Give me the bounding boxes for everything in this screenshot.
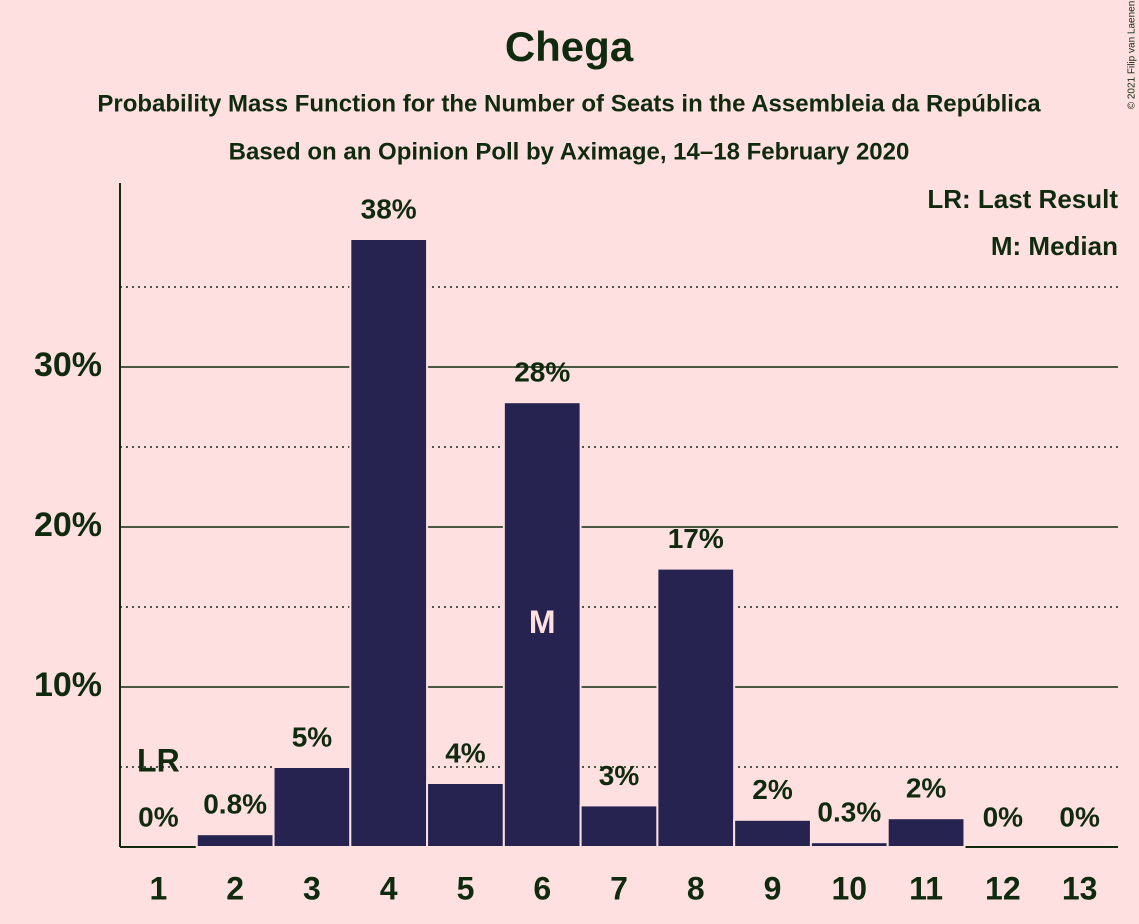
x-tick-label: 9 (764, 870, 782, 906)
chart-subtitle: Based on an Opinion Poll by Aximage, 14–… (229, 138, 910, 165)
value-label: 3% (599, 760, 640, 791)
value-label: 2% (752, 774, 793, 805)
bar (809, 841, 889, 849)
value-label: 0.3% (817, 797, 881, 828)
copyright: © 2021 Filip van Laenen (1127, 1, 1138, 110)
y-tick-label: 30% (34, 346, 102, 384)
x-tick-label: 8 (687, 870, 705, 906)
value-label: 28% (514, 357, 570, 388)
x-tick-label: 6 (533, 870, 551, 906)
bar (656, 567, 736, 848)
bar (426, 782, 505, 848)
value-label: 0.8% (203, 789, 267, 820)
x-tick-label: 10 (832, 870, 868, 906)
value-label: 0% (983, 801, 1024, 832)
annotation: M (529, 604, 556, 640)
x-tick-label: 2 (226, 870, 244, 906)
value-label: 17% (668, 523, 724, 554)
x-tick-label: 13 (1062, 870, 1098, 906)
x-tick-label: 5 (457, 870, 475, 906)
bar (733, 818, 812, 848)
x-tick-label: 11 (909, 870, 943, 906)
legend-entry: M: Median (991, 231, 1118, 261)
annotation: LR (137, 742, 180, 778)
y-tick-label: 10% (34, 666, 102, 704)
value-label: 5% (292, 721, 333, 752)
value-label: 0% (138, 801, 179, 832)
x-tick-label: 4 (380, 870, 398, 906)
chart-title: Chega (505, 23, 634, 70)
x-tick-label: 7 (610, 870, 628, 906)
value-label: 0% (1059, 801, 1100, 832)
value-label: 38% (361, 193, 417, 224)
value-label: 4% (445, 737, 486, 768)
legend-entry: LR: Last Result (927, 184, 1118, 214)
bar (349, 238, 429, 848)
x-tick-label: 1 (149, 870, 167, 906)
chart-subtitle: Probability Mass Function for the Number… (97, 90, 1041, 117)
bar (502, 401, 582, 848)
bar (195, 833, 275, 849)
y-tick-label: 20% (34, 506, 102, 544)
value-label: 2% (906, 773, 947, 804)
bar (579, 804, 659, 849)
x-tick-label: 3 (303, 870, 321, 906)
x-tick-label: 12 (985, 870, 1021, 906)
bar (886, 817, 966, 849)
bar (272, 766, 352, 848)
